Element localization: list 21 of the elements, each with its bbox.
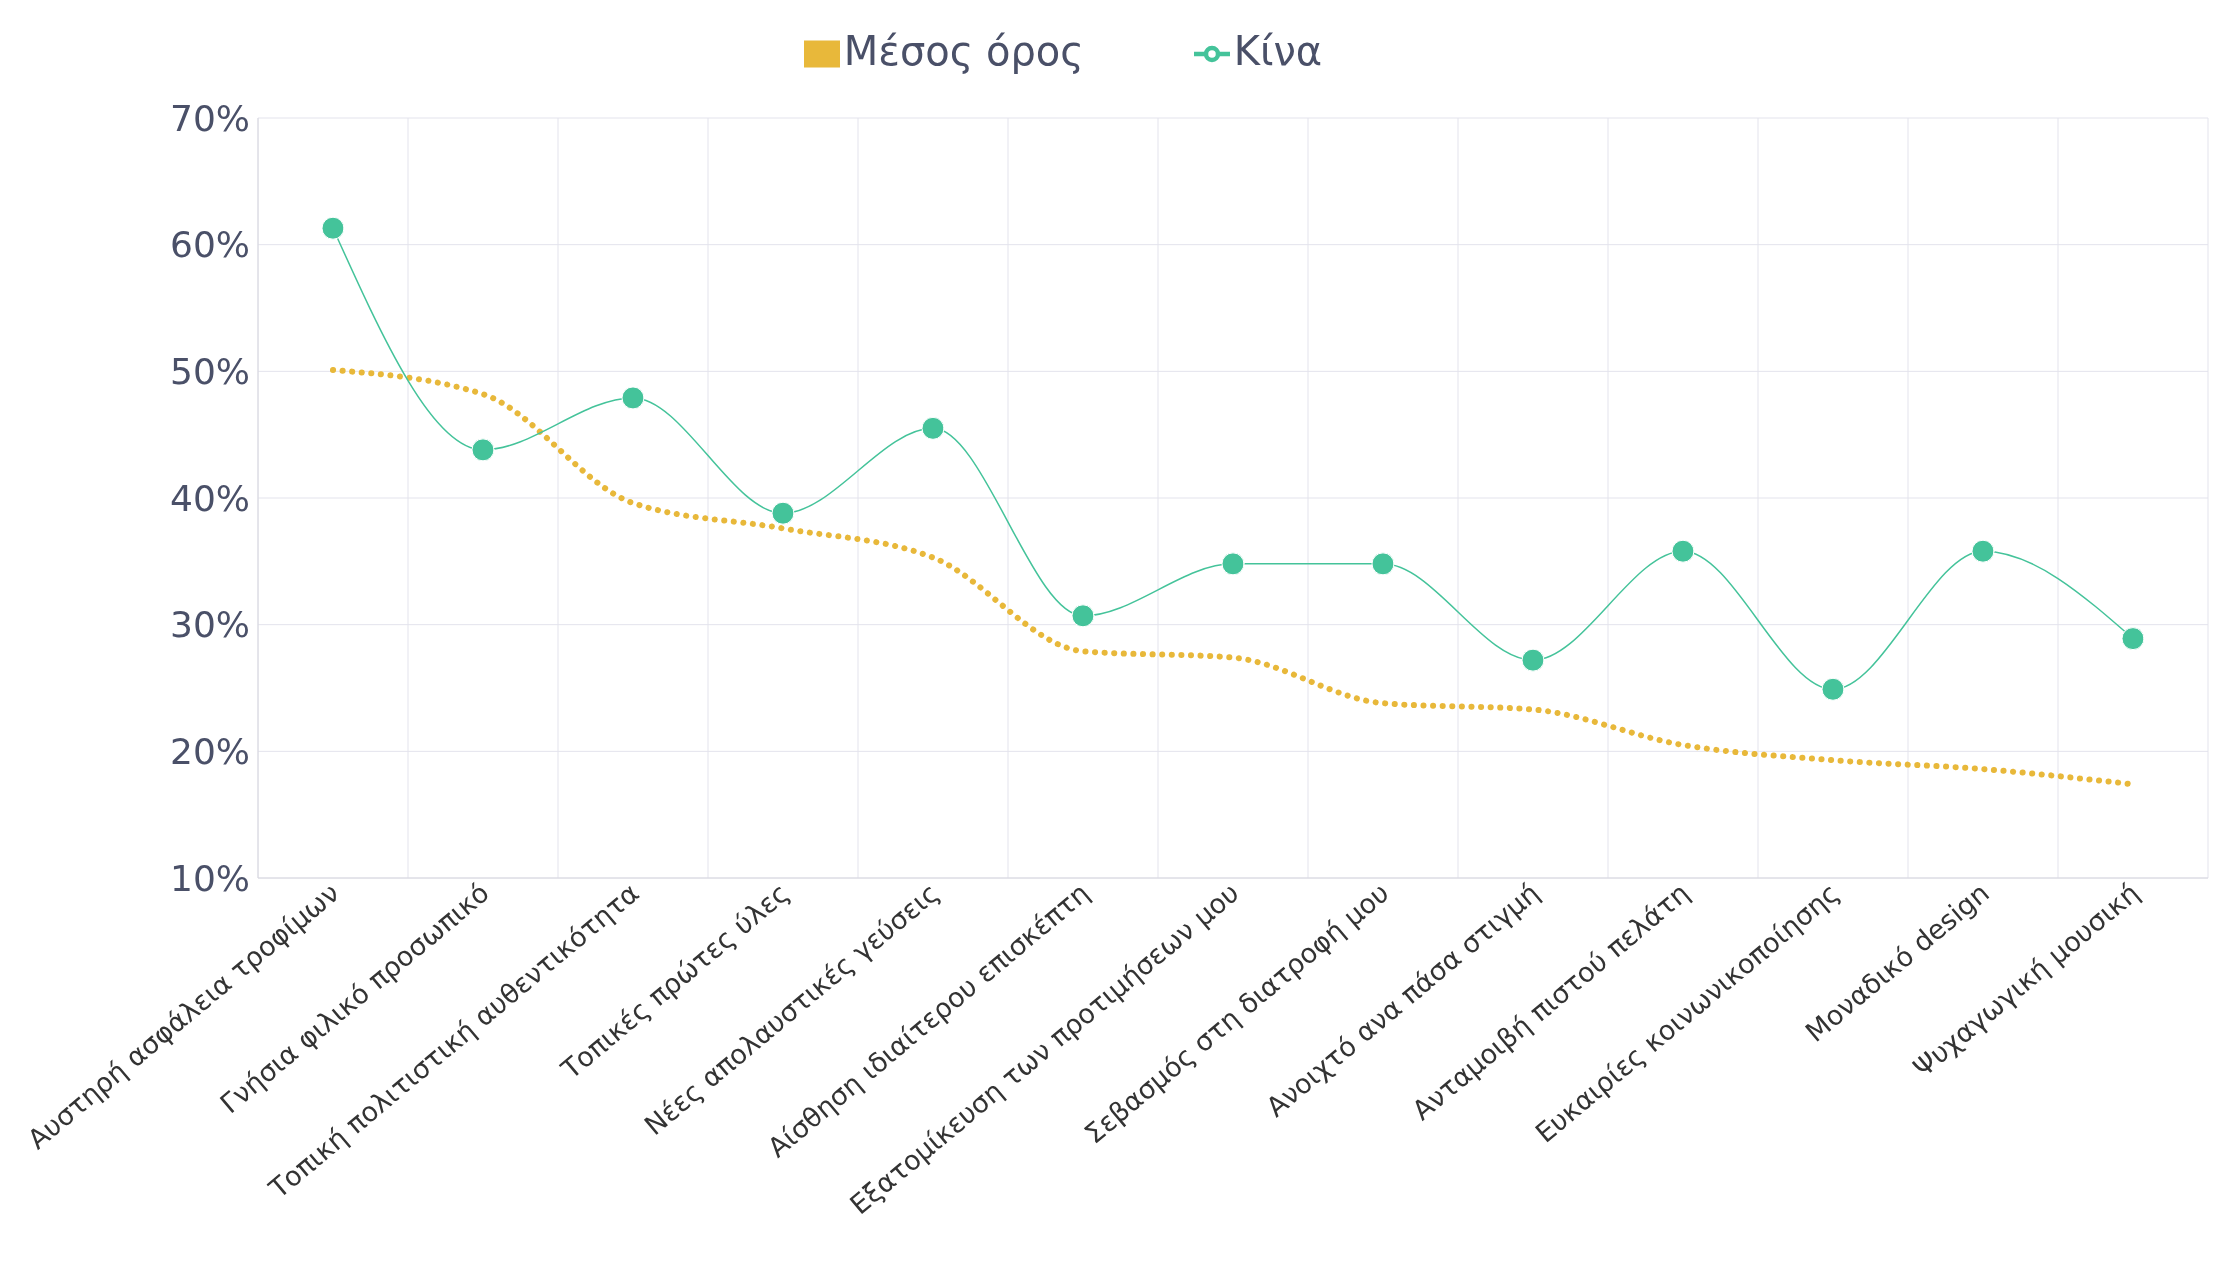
y-tick-label: 70%: [169, 97, 250, 139]
point: [921, 416, 945, 440]
point: [471, 438, 495, 462]
point: [1971, 539, 1995, 563]
y-tick-label: 20%: [169, 731, 250, 773]
y-tick-label: 30%: [169, 604, 250, 646]
point: [1071, 604, 1095, 628]
point: [1671, 539, 1695, 563]
y-tick-label: 40%: [169, 477, 250, 519]
legend-label: Μέσος όρος: [843, 28, 1084, 74]
point: [321, 216, 345, 240]
point: [1521, 648, 1545, 672]
point: [2121, 627, 2145, 651]
point: [1371, 552, 1395, 576]
y-tick-label: 50%: [169, 351, 250, 393]
point: [771, 501, 795, 525]
point: [1221, 552, 1245, 576]
point: [621, 386, 645, 410]
point: [1821, 677, 1845, 701]
y-tick-label: 60%: [169, 224, 250, 266]
legend-label: Κίνα: [1233, 28, 1323, 74]
